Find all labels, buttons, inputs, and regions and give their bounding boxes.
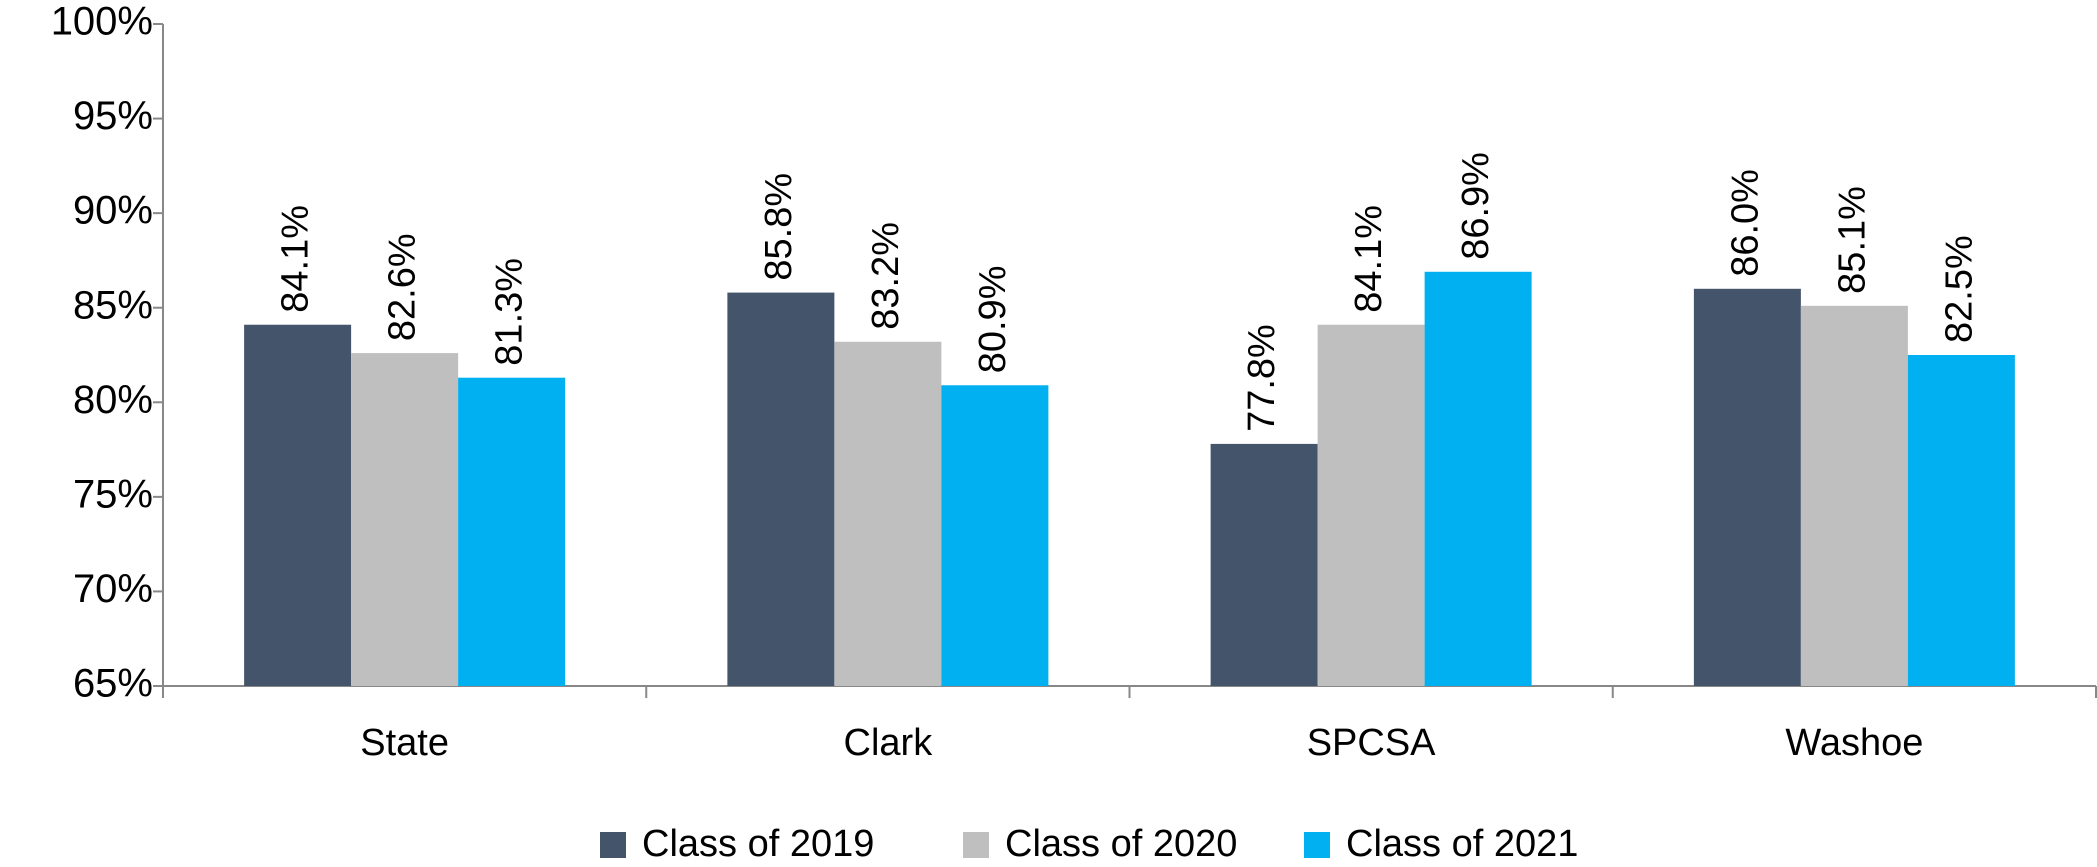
y-tick-label: 75% bbox=[73, 472, 153, 516]
x-tick-label: State bbox=[360, 722, 449, 764]
x-tick-label: SPCSA bbox=[1307, 722, 1436, 764]
bar bbox=[1317, 324, 1425, 686]
bar bbox=[727, 292, 835, 686]
bar bbox=[351, 353, 459, 686]
bar bbox=[1800, 305, 1908, 686]
bar bbox=[1907, 355, 2015, 686]
y-tick-label: 85% bbox=[73, 283, 153, 327]
legend-label: Class of 2019 bbox=[642, 823, 874, 865]
y-tick-label: 90% bbox=[73, 189, 153, 233]
y-tick-label: 100% bbox=[51, 0, 153, 44]
bar bbox=[834, 341, 942, 686]
bar bbox=[1210, 443, 1318, 686]
data-label: 86.0% bbox=[1724, 169, 1766, 277]
legend-swatch bbox=[1304, 832, 1330, 858]
x-tick-label: Washoe bbox=[1785, 722, 1923, 764]
bar bbox=[941, 385, 1049, 686]
legend-swatch bbox=[600, 832, 626, 858]
data-label: 77.8% bbox=[1241, 324, 1283, 432]
data-label: 83.2% bbox=[865, 222, 907, 330]
legend-swatch bbox=[963, 832, 989, 858]
y-tick-label: 65% bbox=[73, 662, 153, 706]
x-tick-label: Clark bbox=[844, 722, 934, 764]
y-tick-label: 95% bbox=[73, 94, 153, 138]
y-tick-label: 80% bbox=[73, 378, 153, 422]
data-label: 85.8% bbox=[758, 173, 800, 281]
data-label: 84.1% bbox=[1348, 205, 1390, 313]
data-label: 84.1% bbox=[275, 205, 317, 313]
bar bbox=[458, 377, 566, 686]
legend-label: Class of 2021 bbox=[1346, 823, 1578, 865]
data-label: 82.6% bbox=[382, 233, 424, 341]
data-label: 82.5% bbox=[1938, 235, 1980, 343]
legend-label: Class of 2020 bbox=[1005, 823, 1237, 865]
bar bbox=[244, 324, 352, 686]
data-label: 86.9% bbox=[1455, 152, 1497, 260]
y-tick-label: 70% bbox=[73, 567, 153, 611]
bar bbox=[1424, 271, 1532, 686]
data-label: 81.3% bbox=[489, 258, 531, 366]
bar bbox=[1693, 288, 1801, 686]
data-label: 80.9% bbox=[972, 266, 1014, 374]
data-label: 85.1% bbox=[1831, 186, 1873, 294]
